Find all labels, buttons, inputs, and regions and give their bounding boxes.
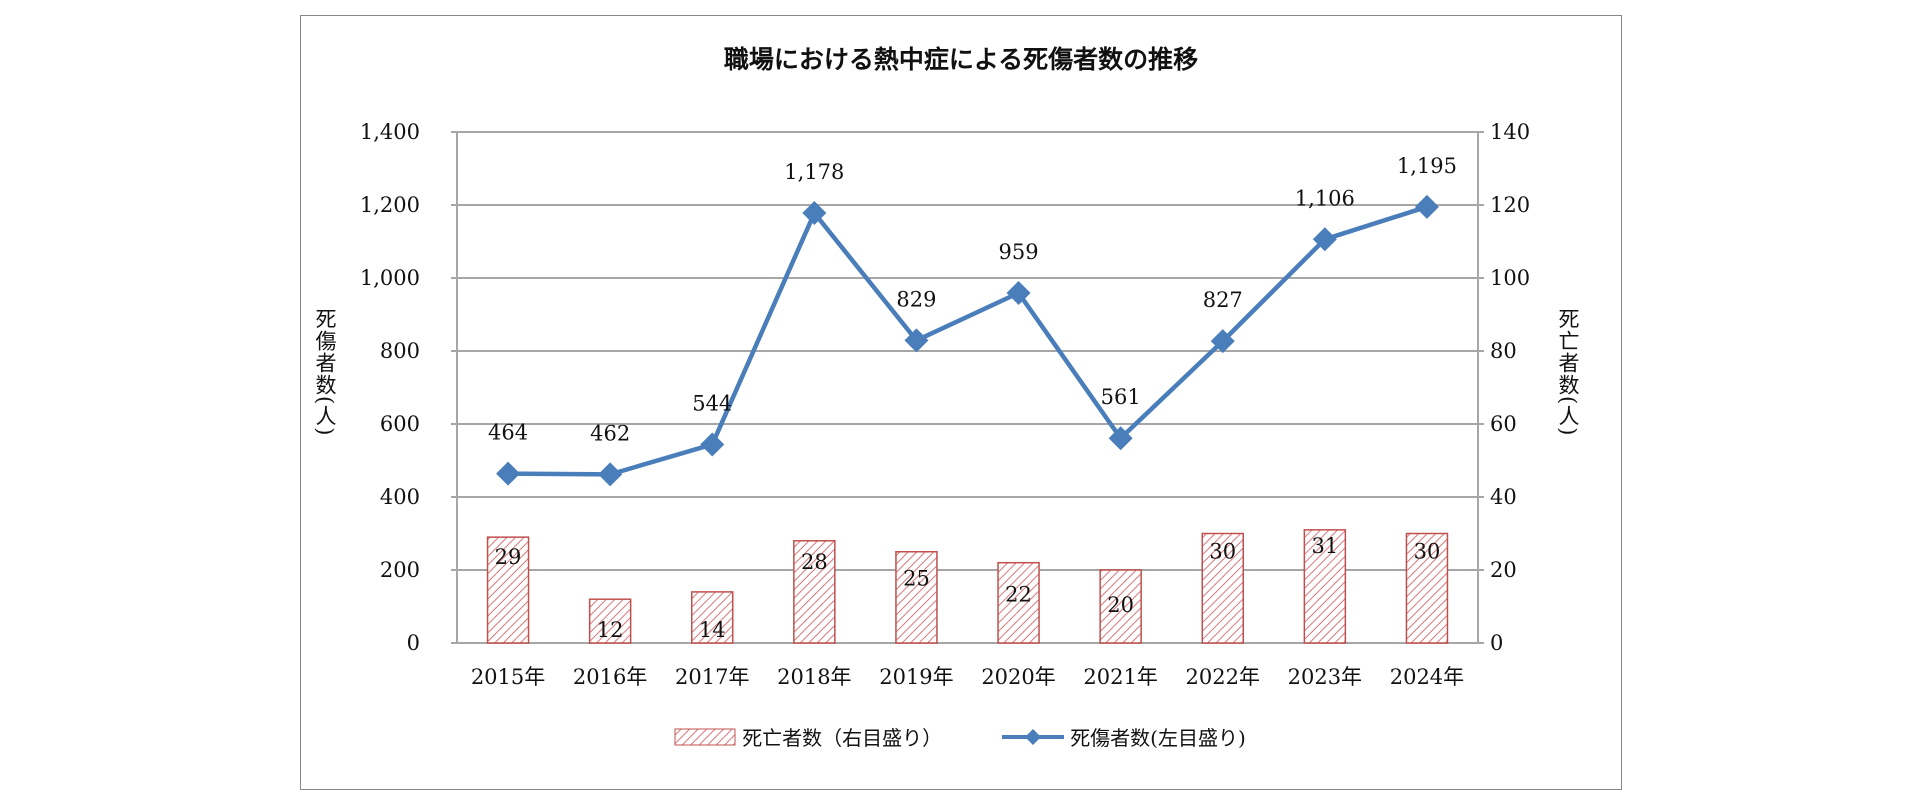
marker-diamond <box>904 328 929 353</box>
right-tick-label: 60 <box>1490 412 1517 436</box>
line-data-label: 827 <box>1203 288 1243 312</box>
bar-deaths <box>588 598 632 644</box>
marker-diamond <box>1414 194 1439 219</box>
x-tick-label: 2019年 <box>879 665 953 689</box>
bar-data-label: 22 <box>1005 582 1032 606</box>
bar-data-label: 14 <box>699 618 726 642</box>
bar-data-label: 25 <box>903 566 930 590</box>
line-data-label: 829 <box>896 287 936 311</box>
chart-title: 職場における熱中症による死傷者数の推移 <box>723 45 1199 74</box>
x-tick-label: 2023年 <box>1288 665 1362 689</box>
left-tick-label: 800 <box>380 339 420 363</box>
left-tick-label: 400 <box>380 485 420 509</box>
left-tick-label: 200 <box>380 558 420 582</box>
right-tick-label: 80 <box>1490 339 1517 363</box>
line-data-label: 544 <box>692 391 732 415</box>
bar-data-label: 31 <box>1311 534 1338 558</box>
marker-diamond <box>1006 280 1031 305</box>
right-tick-label: 0 <box>1490 631 1503 655</box>
bar-deaths <box>691 591 734 644</box>
right-tick-label: 100 <box>1490 266 1530 290</box>
marker-diamond <box>1312 227 1337 252</box>
bar-deaths <box>1099 569 1142 644</box>
legend-item-casualties: 死傷者数(左目盛り) <box>1002 722 1246 751</box>
x-tick-label: 2017年 <box>675 665 749 689</box>
bar-deaths <box>486 536 530 644</box>
bar-data-label: 12 <box>597 618 624 642</box>
x-tick-label: 2021年 <box>1083 665 1157 689</box>
right-axis-label: 死亡者数(人) <box>1556 308 1580 437</box>
x-tick-label: 2018年 <box>777 665 851 689</box>
marker-diamond <box>1108 426 1133 451</box>
x-tick-label: 2022年 <box>1186 665 1260 689</box>
bar-data-label: 29 <box>495 545 522 569</box>
marker-diamond <box>496 461 521 486</box>
bar-deaths <box>997 561 1040 644</box>
x-tick-label: 2024年 <box>1390 665 1464 689</box>
line-data-label: 1,178 <box>784 160 844 184</box>
right-tick-label: 20 <box>1490 558 1517 582</box>
left-axis-label: 死傷者数(人) <box>313 308 337 437</box>
marker-diamond <box>598 462 623 487</box>
left-tick-label: 0 <box>407 631 420 655</box>
right-tick-label: 140 <box>1490 120 1530 144</box>
marker-diamond <box>700 432 725 457</box>
bar-data-label: 28 <box>801 550 828 574</box>
bar-deaths <box>1201 532 1244 644</box>
legend-label-casualties: 死傷者数(左目盛り) <box>1070 726 1246 750</box>
legend: 死亡者数（右目盛り） 死傷者数(左目盛り) <box>0 722 1920 751</box>
right-tick-label: 40 <box>1490 485 1517 509</box>
right-tick-label: 120 <box>1490 193 1530 217</box>
bar-data-label: 20 <box>1107 593 1134 617</box>
line-data-label: 1,106 <box>1295 186 1355 210</box>
x-tick-label: 2020年 <box>981 665 1055 689</box>
line-data-label: 561 <box>1101 385 1141 409</box>
line-casualties <box>508 204 1428 477</box>
bar-data-label: 30 <box>1414 540 1441 564</box>
line-data-label: 464 <box>488 421 528 445</box>
chart-frame <box>300 15 1622 790</box>
legend-item-deaths: 死亡者数（右目盛り） <box>674 722 942 751</box>
line-data-label: 462 <box>590 421 630 445</box>
legend-label-deaths: 死亡者数（右目盛り） <box>742 726 943 750</box>
line-data-label: 959 <box>999 240 1039 264</box>
line-data-label: 1,195 <box>1397 154 1457 178</box>
left-tick-label: 1,200 <box>360 193 420 217</box>
bar-deaths <box>895 551 938 644</box>
left-tick-label: 600 <box>380 412 420 436</box>
bar-deaths <box>1303 529 1347 644</box>
marker-diamond <box>802 201 827 226</box>
marker-diamond <box>1210 329 1235 354</box>
left-tick-label: 1,400 <box>360 120 420 144</box>
left-tick-label: 1,000 <box>360 266 420 290</box>
x-tick-label: 2015年 <box>471 665 545 689</box>
bar-data-label: 30 <box>1209 540 1236 564</box>
bar-deaths <box>793 540 836 644</box>
bar-deaths <box>1405 532 1449 644</box>
x-tick-label: 2016年 <box>573 665 647 689</box>
